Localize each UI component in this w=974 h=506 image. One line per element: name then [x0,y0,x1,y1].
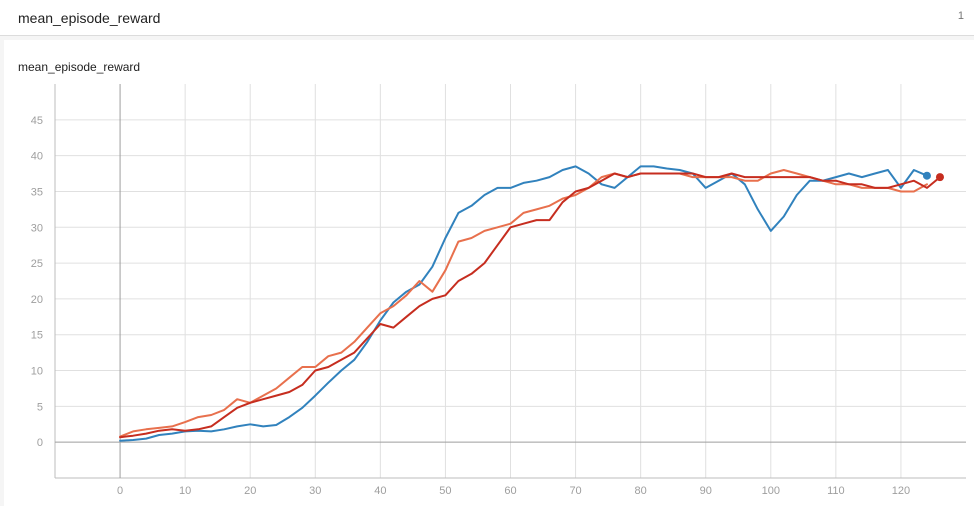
y-tick-label: 30 [31,222,43,234]
axis-layer [54,84,966,479]
card-header[interactable]: mean_episode_reward 1 [0,0,974,36]
grid-layer [55,84,966,478]
chart-title: mean_episode_reward [18,60,141,74]
y-tick-label: 40 [31,151,43,163]
series-line-2 [119,169,928,438]
x-tick-label: 40 [374,485,386,497]
x-tick-label: 110 [827,485,845,497]
y-tick-label: 10 [31,366,43,378]
x-tick-label: 120 [892,485,910,497]
x-tick-label: 100 [762,485,780,497]
y-tick-label: 20 [31,294,43,306]
y-tick-label: 15 [31,330,43,342]
x-tick-label: 10 [179,485,191,497]
x-tick-label: 50 [439,485,451,497]
y-tick-label: 45 [31,115,43,127]
chart-panel [4,40,974,506]
card-title: mean_episode_reward [18,10,161,26]
y-tick-label: 0 [37,437,43,449]
y-tick-label: 5 [37,401,43,413]
x-tick-label: 30 [309,485,321,497]
x-tick-label: 0 [117,485,123,497]
tick-label-layer: 0 10 20 30 40 50 60 70 80 90 100 110 120 0 5 10 15 20 25 30… [31,115,910,497]
series-layer [119,165,944,442]
y-tick-label: 35 [31,186,43,198]
series-end-marker-3 [935,173,944,182]
y-tick-label: 25 [31,258,43,270]
run-count-badge: 1 [957,10,964,22]
x-tick-label: 60 [504,485,516,497]
x-tick-label: 70 [569,485,581,497]
series-line-3 [119,172,941,439]
x-tick-label: 90 [700,485,712,497]
series-end-marker-1 [922,171,931,180]
series-line-1 [119,165,928,442]
x-tick-label: 20 [244,485,256,497]
x-tick-label: 80 [635,485,647,497]
